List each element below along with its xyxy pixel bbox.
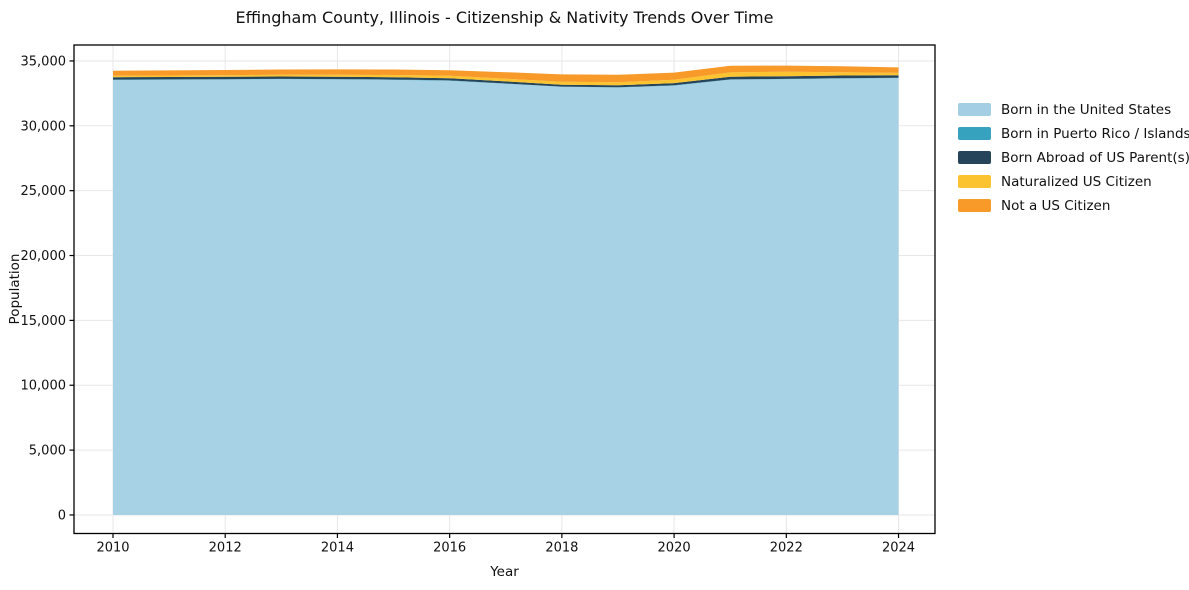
x-tick-label: 2012 [209,541,242,556]
x-tick-label: 2010 [96,541,129,556]
legend: Born in the United States Born in Puerto … [958,101,1189,214]
legend-swatch [958,199,991,212]
plot-border [73,44,936,535]
legend-item: Naturalized US Citizen [958,173,1189,190]
x-tick-label: 2022 [770,541,803,556]
y-tick-label: 30,000 [21,119,67,134]
chart-title: Effingham County, Illinois - Citizenship… [235,8,774,27]
x-tick-label: 2018 [545,541,578,556]
legend-label: Born in the United States [1001,101,1172,118]
legend-label: Born Abroad of US Parent(s) [1001,149,1189,166]
area-series-0 [113,78,899,515]
legend-label: Not a US Citizen [1001,197,1111,214]
y-axis-label: Population [7,253,23,325]
legend-item: Born in the United States [958,101,1189,118]
x-tick-label: 2020 [658,541,691,556]
area-series-4 [113,65,899,83]
y-tick-label: 0 [58,508,66,523]
x-axis-label: Year [490,564,519,580]
legend-item: Born Abroad of US Parent(s) [958,149,1189,166]
x-tick-label: 2014 [321,541,354,556]
area-series-2 [113,75,899,88]
legend-swatch [958,103,991,116]
y-tick-label: 20,000 [21,249,67,264]
legend-item: Not a US Citizen [958,197,1189,214]
y-tick-label: 15,000 [21,314,67,329]
legend-label: Born in Puerto Rico / Islands [1001,125,1189,142]
legend-swatch [958,175,991,188]
legend-swatch [958,151,991,164]
y-tick-label: 10,000 [21,379,67,394]
legend-swatch [958,127,991,140]
x-tick-label: 2016 [433,541,466,556]
y-tick-label: 25,000 [21,184,67,199]
legend-item: Born in Puerto Rico / Islands [958,125,1189,142]
x-tick-label: 2024 [882,541,915,556]
area-series-3 [113,71,899,86]
y-tick-label: 35,000 [21,54,67,69]
y-tick-label: 5,000 [29,444,66,459]
legend-label: Naturalized US Citizen [1001,173,1152,190]
